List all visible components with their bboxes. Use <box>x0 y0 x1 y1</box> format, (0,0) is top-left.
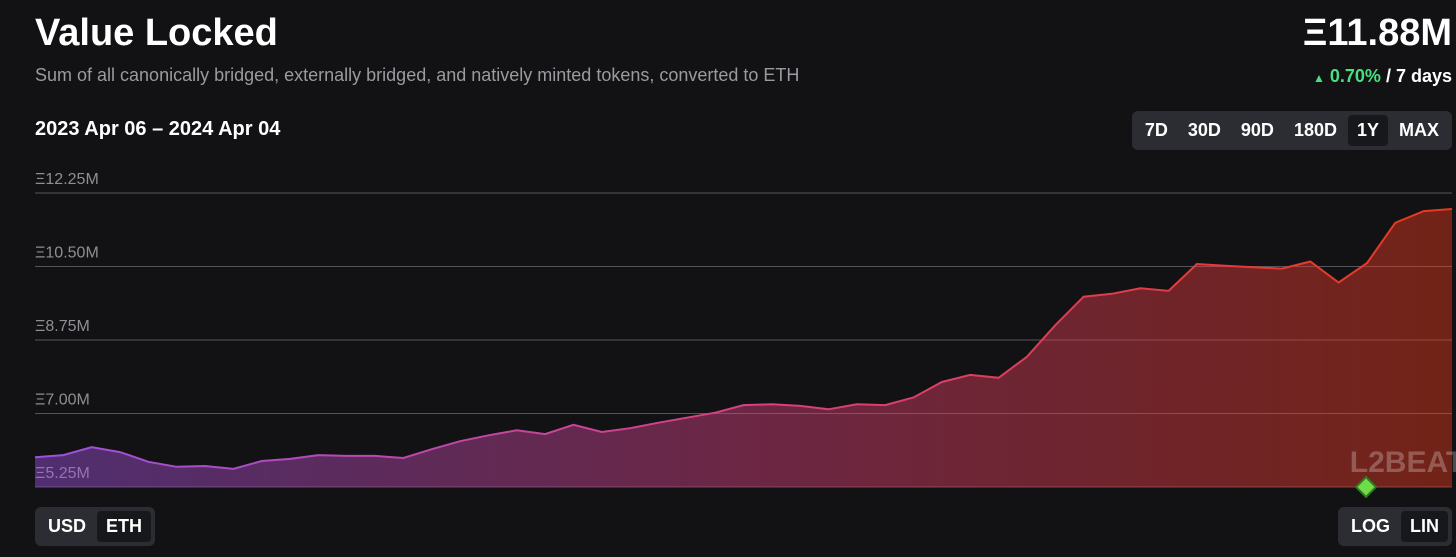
change: 0.70% <box>1329 66 1381 86</box>
area <box>35 209 1452 487</box>
hover-marker <box>1354 475 1378 499</box>
toggle-button[interactable]: 7D <box>1144 120 1168 140</box>
scale-selector: LOG LIN <box>1338 507 1452 546</box>
title: Value Locked <box>35 12 278 54</box>
watermark: L2BEAT <box>1350 446 1456 479</box>
toggle-button[interactable]: ETH <box>97 511 152 542</box>
toggle-button[interactable]: USD <box>48 516 87 536</box>
change-row: ▲ 0.70% / 7 days <box>1313 66 1452 87</box>
toggle-button[interactable]: 90D <box>1240 120 1274 140</box>
y-tick-label: Ξ7.00M <box>35 392 90 409</box>
y-tick-label: Ξ12.25M <box>35 171 99 188</box>
toggle-button[interactable]: MAX <box>1399 120 1439 140</box>
range-selector: 7D 30D 90D 180D 1Y MAX <box>1131 111 1452 150</box>
toggle-button[interactable]: LOG <box>1351 516 1390 536</box>
toggle-button[interactable]: 180D <box>1293 120 1337 140</box>
line <box>34 208 1453 470</box>
toggle-button[interactable]: 1Y <box>1347 115 1388 146</box>
subtitle: Sum of all canonically bridged, external… <box>35 65 800 85</box>
change-period: / 7 days <box>1385 66 1452 86</box>
y-tick-label: Ξ10.50M <box>35 245 99 262</box>
toggle-button[interactable]: 30D <box>1187 120 1221 140</box>
y-tick-label: Ξ8.75M <box>35 318 90 335</box>
total-value: Ξ11.88M <box>1302 12 1452 54</box>
unit-selector: USD ETH <box>35 507 156 546</box>
toggle-button[interactable]: LIN <box>1401 511 1448 542</box>
up-arrow: ▲ <box>1312 71 1325 85</box>
date-range: 2023 Apr 06 – 2024 Apr 04 <box>35 118 281 140</box>
